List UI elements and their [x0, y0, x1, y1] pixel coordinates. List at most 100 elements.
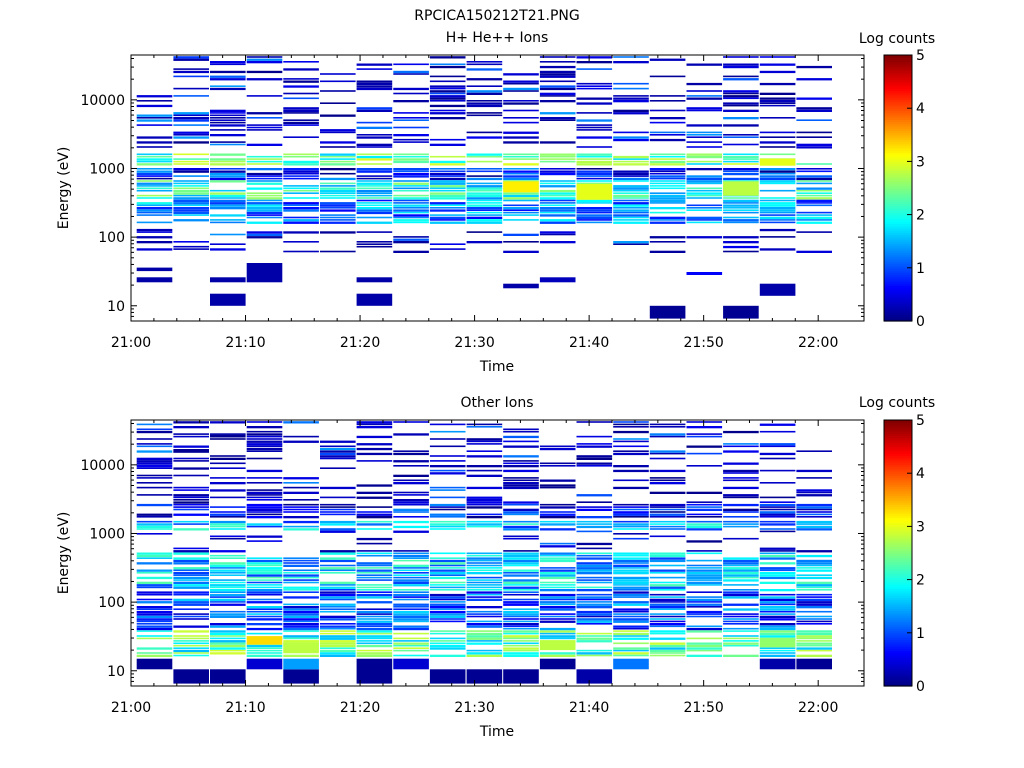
heatmap-cell [759, 557, 796, 560]
heatmap-cell [210, 586, 246, 589]
colorbar-segment [884, 488, 912, 492]
heatmap-cell [649, 121, 686, 124]
heatmap-cell [356, 134, 393, 136]
heatmap-cell [173, 56, 209, 59]
heatmap-cell [356, 189, 393, 193]
colorbar-segment [884, 314, 912, 318]
heatmap-cell [503, 654, 539, 657]
colorbar-segment [884, 203, 912, 207]
heatmap-cell [539, 618, 576, 620]
heatmap-cell [576, 494, 613, 497]
heatmap-cell [283, 606, 319, 609]
heatmap-cell [246, 433, 283, 436]
heatmap-cell [686, 192, 723, 195]
heatmap-cell [539, 637, 576, 640]
heatmap-cell [759, 506, 796, 508]
heatmap-cell [796, 554, 832, 558]
heatmap-cell [576, 462, 613, 465]
heatmap-cell [173, 134, 209, 136]
heatmap-cell [613, 160, 649, 163]
heatmap-cell [649, 564, 686, 567]
heatmap-cell [649, 557, 686, 560]
heatmap-cell [393, 73, 429, 75]
heatmap-cell [429, 503, 466, 507]
heatmap-cell [173, 131, 209, 134]
heatmap-cell [210, 562, 246, 565]
colorbar-segment [884, 201, 912, 205]
heatmap-cell [759, 153, 796, 156]
heatmap-cell [723, 508, 759, 511]
heatmap-cell [320, 207, 356, 209]
heatmap-cell [613, 56, 649, 58]
heatmap-cell [613, 214, 649, 217]
heatmap-cell [649, 623, 686, 626]
colorbar-segment [884, 101, 912, 105]
heatmap-cell [246, 236, 283, 239]
colorbar-segment [884, 88, 912, 92]
heatmap-cell [429, 163, 466, 166]
heatmap-cell [356, 654, 393, 657]
heatmap-cell [356, 596, 393, 599]
heatmap-cell [136, 146, 173, 148]
heatmap-cell [136, 613, 173, 616]
heatmap-cell [210, 528, 246, 530]
heatmap-cell [466, 635, 503, 638]
heatmap-cell [356, 569, 393, 572]
heatmap-cell [320, 168, 356, 171]
heatmap-cell [503, 430, 539, 433]
heatmap-cell [136, 267, 173, 272]
heatmap-cell [576, 214, 613, 217]
heatmap-cell [136, 523, 173, 526]
heatmap-cell [393, 138, 429, 141]
colorbar-segment [884, 679, 912, 683]
heatmap-cell [356, 177, 393, 180]
colorbar-segment [884, 526, 912, 530]
heatmap-cell [210, 496, 246, 499]
heatmap-cell [173, 584, 209, 587]
heatmap-cell [136, 231, 173, 233]
heatmap-cell [246, 525, 283, 528]
heatmap-cell [246, 209, 283, 212]
heatmap-cell [796, 649, 832, 652]
heatmap-cell [393, 511, 429, 513]
heatmap-cell [759, 211, 796, 214]
heatmap-cell [503, 155, 539, 158]
heatmap-cell [796, 618, 832, 620]
heatmap-cell [723, 496, 759, 499]
heatmap-cell [686, 528, 723, 531]
colorbar-segment [884, 650, 912, 654]
heatmap-cell [649, 620, 686, 623]
heatmap-cell [539, 593, 576, 597]
heatmap-cell [283, 221, 319, 224]
heatmap-cell [393, 530, 429, 533]
heatmap-cell [613, 654, 649, 657]
heatmap-cell [759, 197, 796, 199]
heatmap-cell [356, 579, 393, 581]
colorbar-segment [884, 495, 912, 499]
heatmap-cell [210, 462, 246, 465]
heatmap-cell [539, 462, 576, 465]
heatmap-cell [210, 644, 246, 648]
heatmap-cell [210, 129, 246, 131]
heatmap-cell [356, 158, 393, 161]
heatmap-cell [576, 180, 613, 182]
colorbar-segment [884, 652, 912, 656]
y-tick-label: 10 [107, 664, 125, 680]
heatmap-cell [283, 207, 319, 210]
heatmap-cell [246, 56, 283, 58]
heatmap-cell [210, 438, 246, 440]
heatmap-cell [136, 168, 173, 170]
heatmap-cell [393, 557, 429, 559]
heatmap-cell [246, 613, 283, 615]
heatmap-cell [210, 516, 246, 518]
heatmap-cell [356, 550, 393, 552]
heatmap-cell [173, 603, 209, 606]
heatmap-cell [320, 194, 356, 197]
heatmap-cell [320, 637, 356, 640]
heatmap-cell [686, 216, 723, 219]
heatmap-cell [796, 520, 832, 524]
colorbar-segment [884, 473, 912, 477]
heatmap-cell [723, 486, 759, 490]
heatmap-cell [136, 533, 173, 535]
